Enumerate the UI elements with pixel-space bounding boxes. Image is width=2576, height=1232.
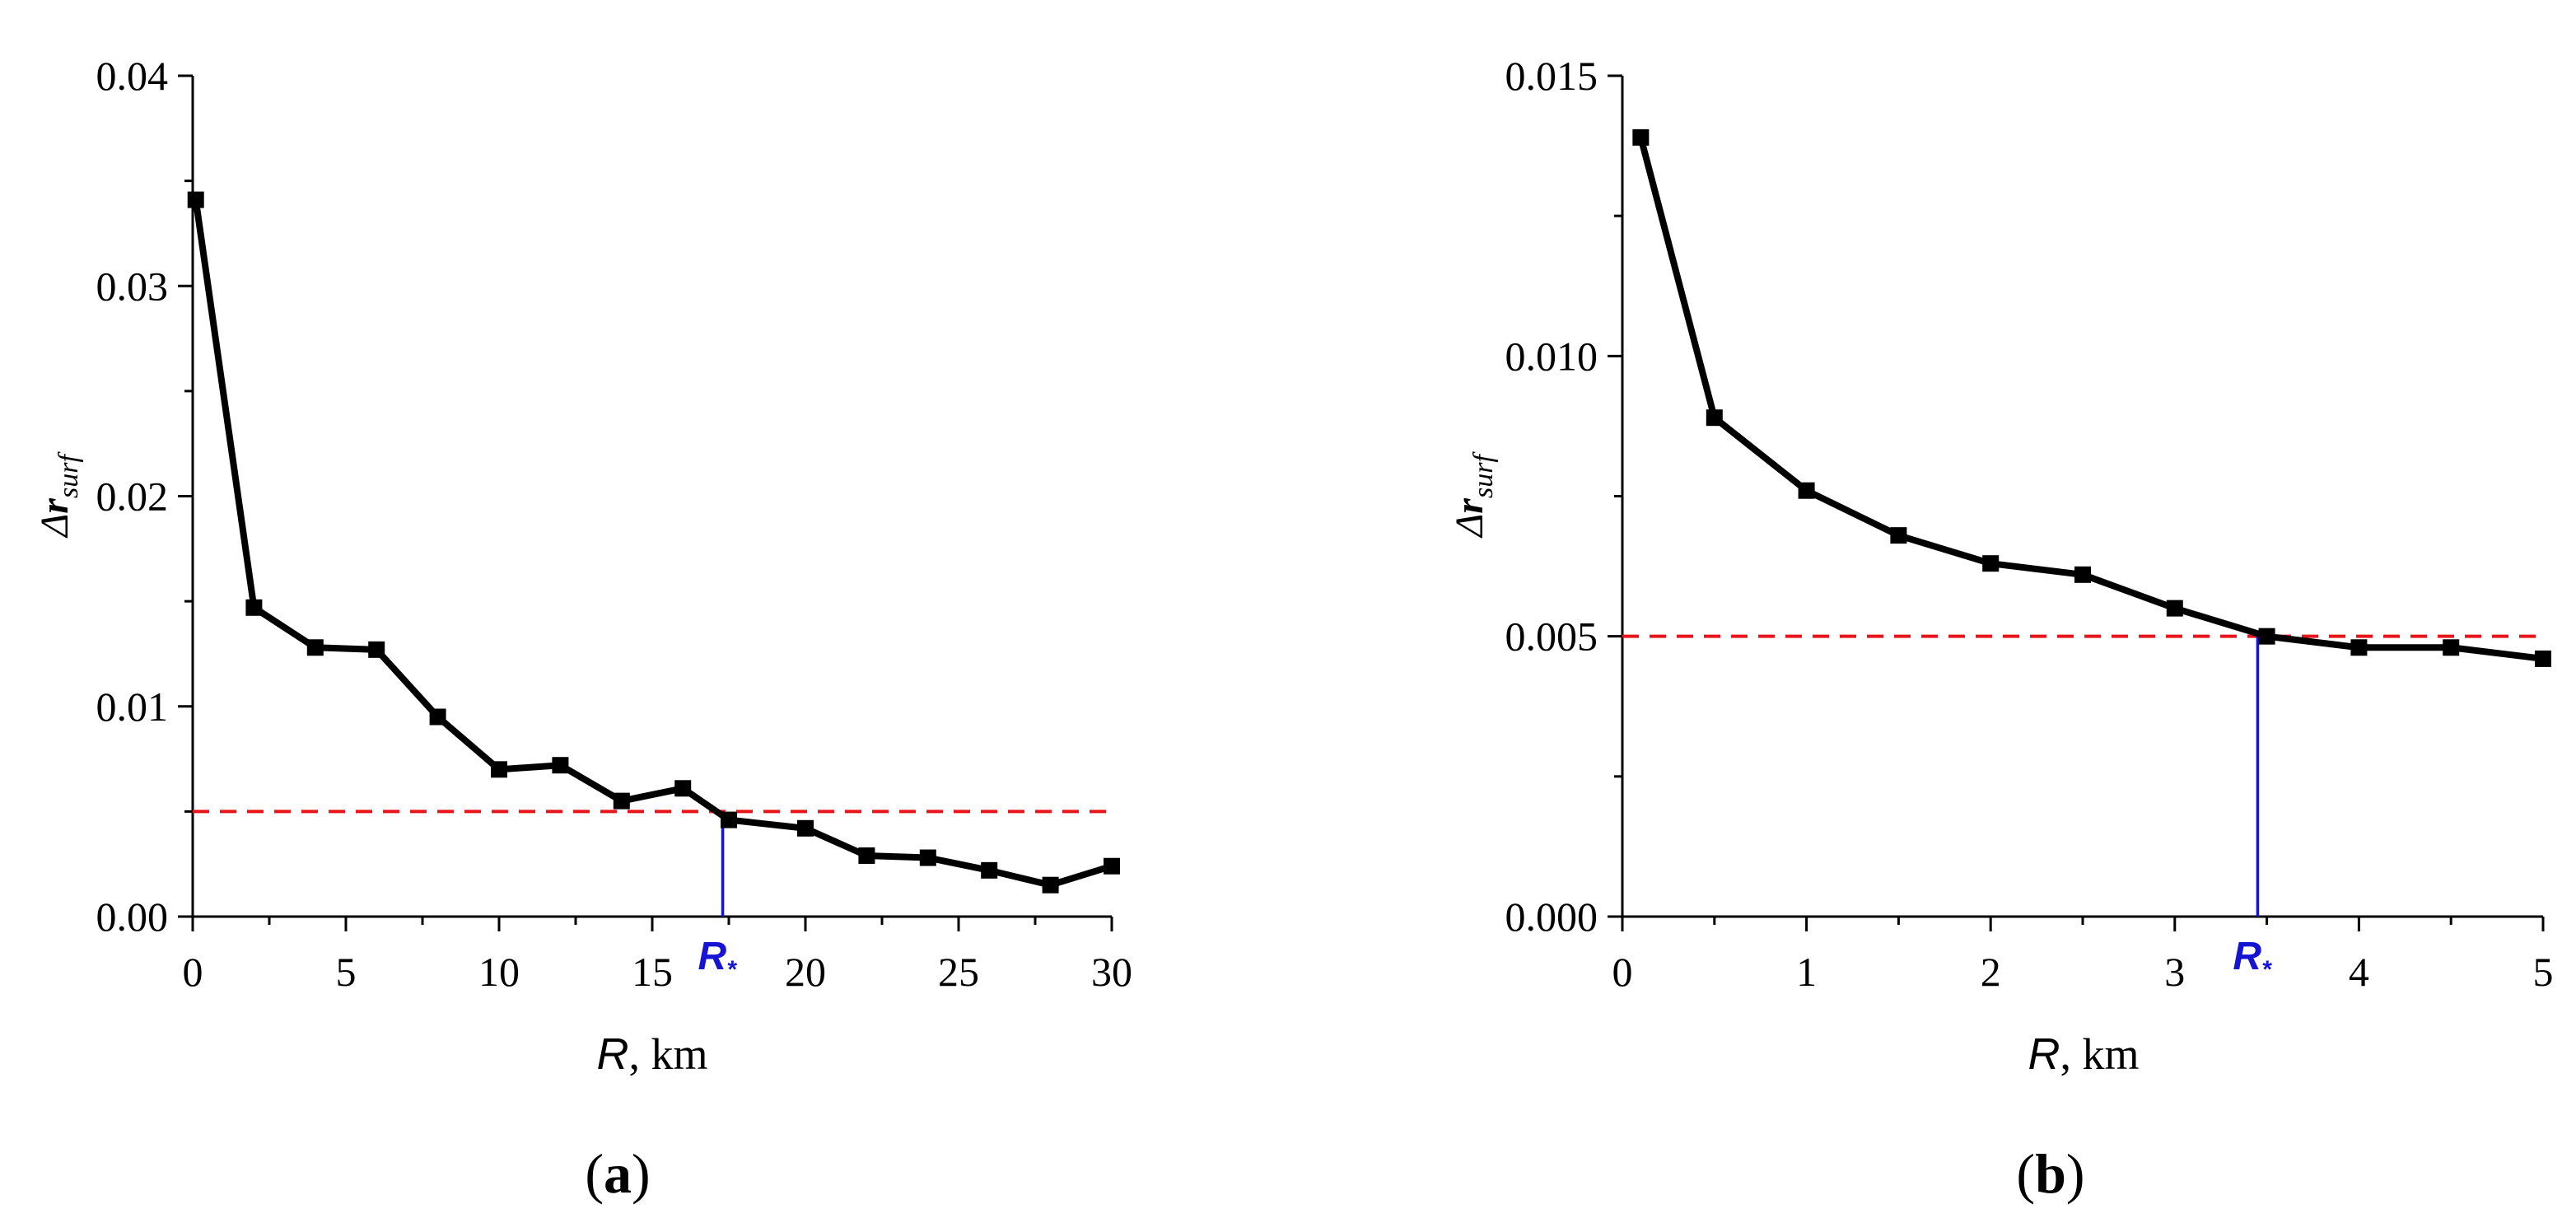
x-tick-label: 5 — [336, 949, 357, 995]
x-tick-label: 2 — [1981, 949, 2001, 995]
panel-paren-open: ( — [2016, 1142, 2035, 1205]
y-tick-label: 0.000 — [1505, 894, 1598, 940]
x-tick-label: 10 — [478, 949, 520, 995]
panel-label: (b) — [2016, 1142, 2084, 1205]
data-point — [429, 708, 446, 726]
data-point — [1632, 128, 1650, 146]
x-tick-label: 4 — [2349, 949, 2369, 995]
data-point — [1890, 527, 1907, 544]
r-star-main: R — [698, 935, 727, 978]
x-axis-unit: , km — [2060, 1029, 2139, 1079]
panel-paren-close: ) — [632, 1142, 651, 1205]
panel-paren-open: ( — [585, 1142, 604, 1205]
data-point — [368, 641, 385, 658]
r-star-label: R* — [2233, 935, 2272, 983]
data-point — [721, 811, 737, 828]
y-tick-label: 0.005 — [1505, 614, 1598, 660]
panel-letter: a — [604, 1142, 632, 1205]
r-star-sub: * — [726, 956, 737, 983]
y-axis-var: r — [1448, 497, 1491, 514]
y-tick-label: 0.00 — [96, 894, 169, 940]
y-axis-prefix: Δ — [1448, 514, 1491, 539]
x-tick-label: 0 — [183, 949, 203, 995]
x-tick-label: 25 — [938, 949, 979, 995]
data-point — [2074, 566, 2091, 583]
panel-label: (a) — [585, 1142, 650, 1205]
data-point — [245, 599, 263, 616]
data-point — [1706, 409, 1723, 427]
data-point — [2166, 600, 2183, 617]
x-axis-unit: , km — [628, 1029, 707, 1079]
y-tick-label: 0.010 — [1505, 333, 1598, 379]
data-point — [2350, 639, 2368, 656]
data-point — [1798, 482, 1815, 499]
x-tick-label: 20 — [785, 949, 826, 995]
x-tick-label: 15 — [632, 949, 673, 995]
x-tick-label: 0 — [1612, 949, 1633, 995]
y-tick-label: 0.015 — [1505, 53, 1598, 99]
y-axis-prefix: Δ — [33, 514, 77, 539]
y-axis-sub: surf — [54, 451, 84, 498]
data-point — [797, 819, 814, 837]
y-tick-label: 0.02 — [96, 474, 169, 520]
data-point — [981, 861, 998, 879]
data-point — [674, 780, 692, 797]
panel-paren-close: ) — [2066, 1142, 2085, 1205]
data-point — [2535, 650, 2551, 667]
y-tick-label: 0.04 — [96, 53, 169, 99]
y-axis-var: r — [33, 497, 77, 514]
x-axis-var: R — [596, 1029, 628, 1079]
series-line — [192, 199, 1113, 889]
data-point — [187, 191, 204, 208]
data-point — [1042, 876, 1059, 894]
x-axis-title: R, km — [2028, 1029, 2139, 1079]
panel-letter: b — [2035, 1142, 2066, 1205]
x-tick-label: 1 — [1796, 949, 1817, 995]
y-axis-sub: surf — [1468, 451, 1499, 498]
x-axis-title: R, km — [596, 1029, 707, 1079]
y-axis-title: Δrsurf — [33, 451, 84, 539]
data-point — [2443, 639, 2460, 656]
data-point — [306, 639, 324, 656]
data-point — [552, 757, 569, 774]
data-point — [613, 792, 630, 810]
data-point — [2258, 628, 2275, 645]
data-point — [919, 849, 936, 866]
panel-a: 0 5 10 15 20 25 300.000.010.020.030.04R*R, kmΔ… — [33, 53, 1132, 1205]
x-tick-label: 30 — [1091, 949, 1132, 995]
x-axis-var: R — [2028, 1029, 2060, 1079]
data-point — [858, 847, 875, 864]
data-point — [1104, 857, 1120, 875]
r-star-label: R* — [698, 935, 738, 983]
y-tick-label: 0.01 — [96, 684, 169, 730]
x-tick-label: 5 — [2533, 949, 2554, 995]
r-star-sub: * — [2261, 956, 2272, 983]
y-axis-title: Δrsurf — [1448, 451, 1499, 539]
data-point — [1982, 555, 2000, 572]
x-tick-label: 3 — [2164, 949, 2185, 995]
y-tick-label: 0.03 — [96, 263, 169, 309]
series-line — [1637, 136, 2544, 662]
data-point — [491, 761, 507, 778]
r-star-main: R — [2233, 935, 2261, 978]
